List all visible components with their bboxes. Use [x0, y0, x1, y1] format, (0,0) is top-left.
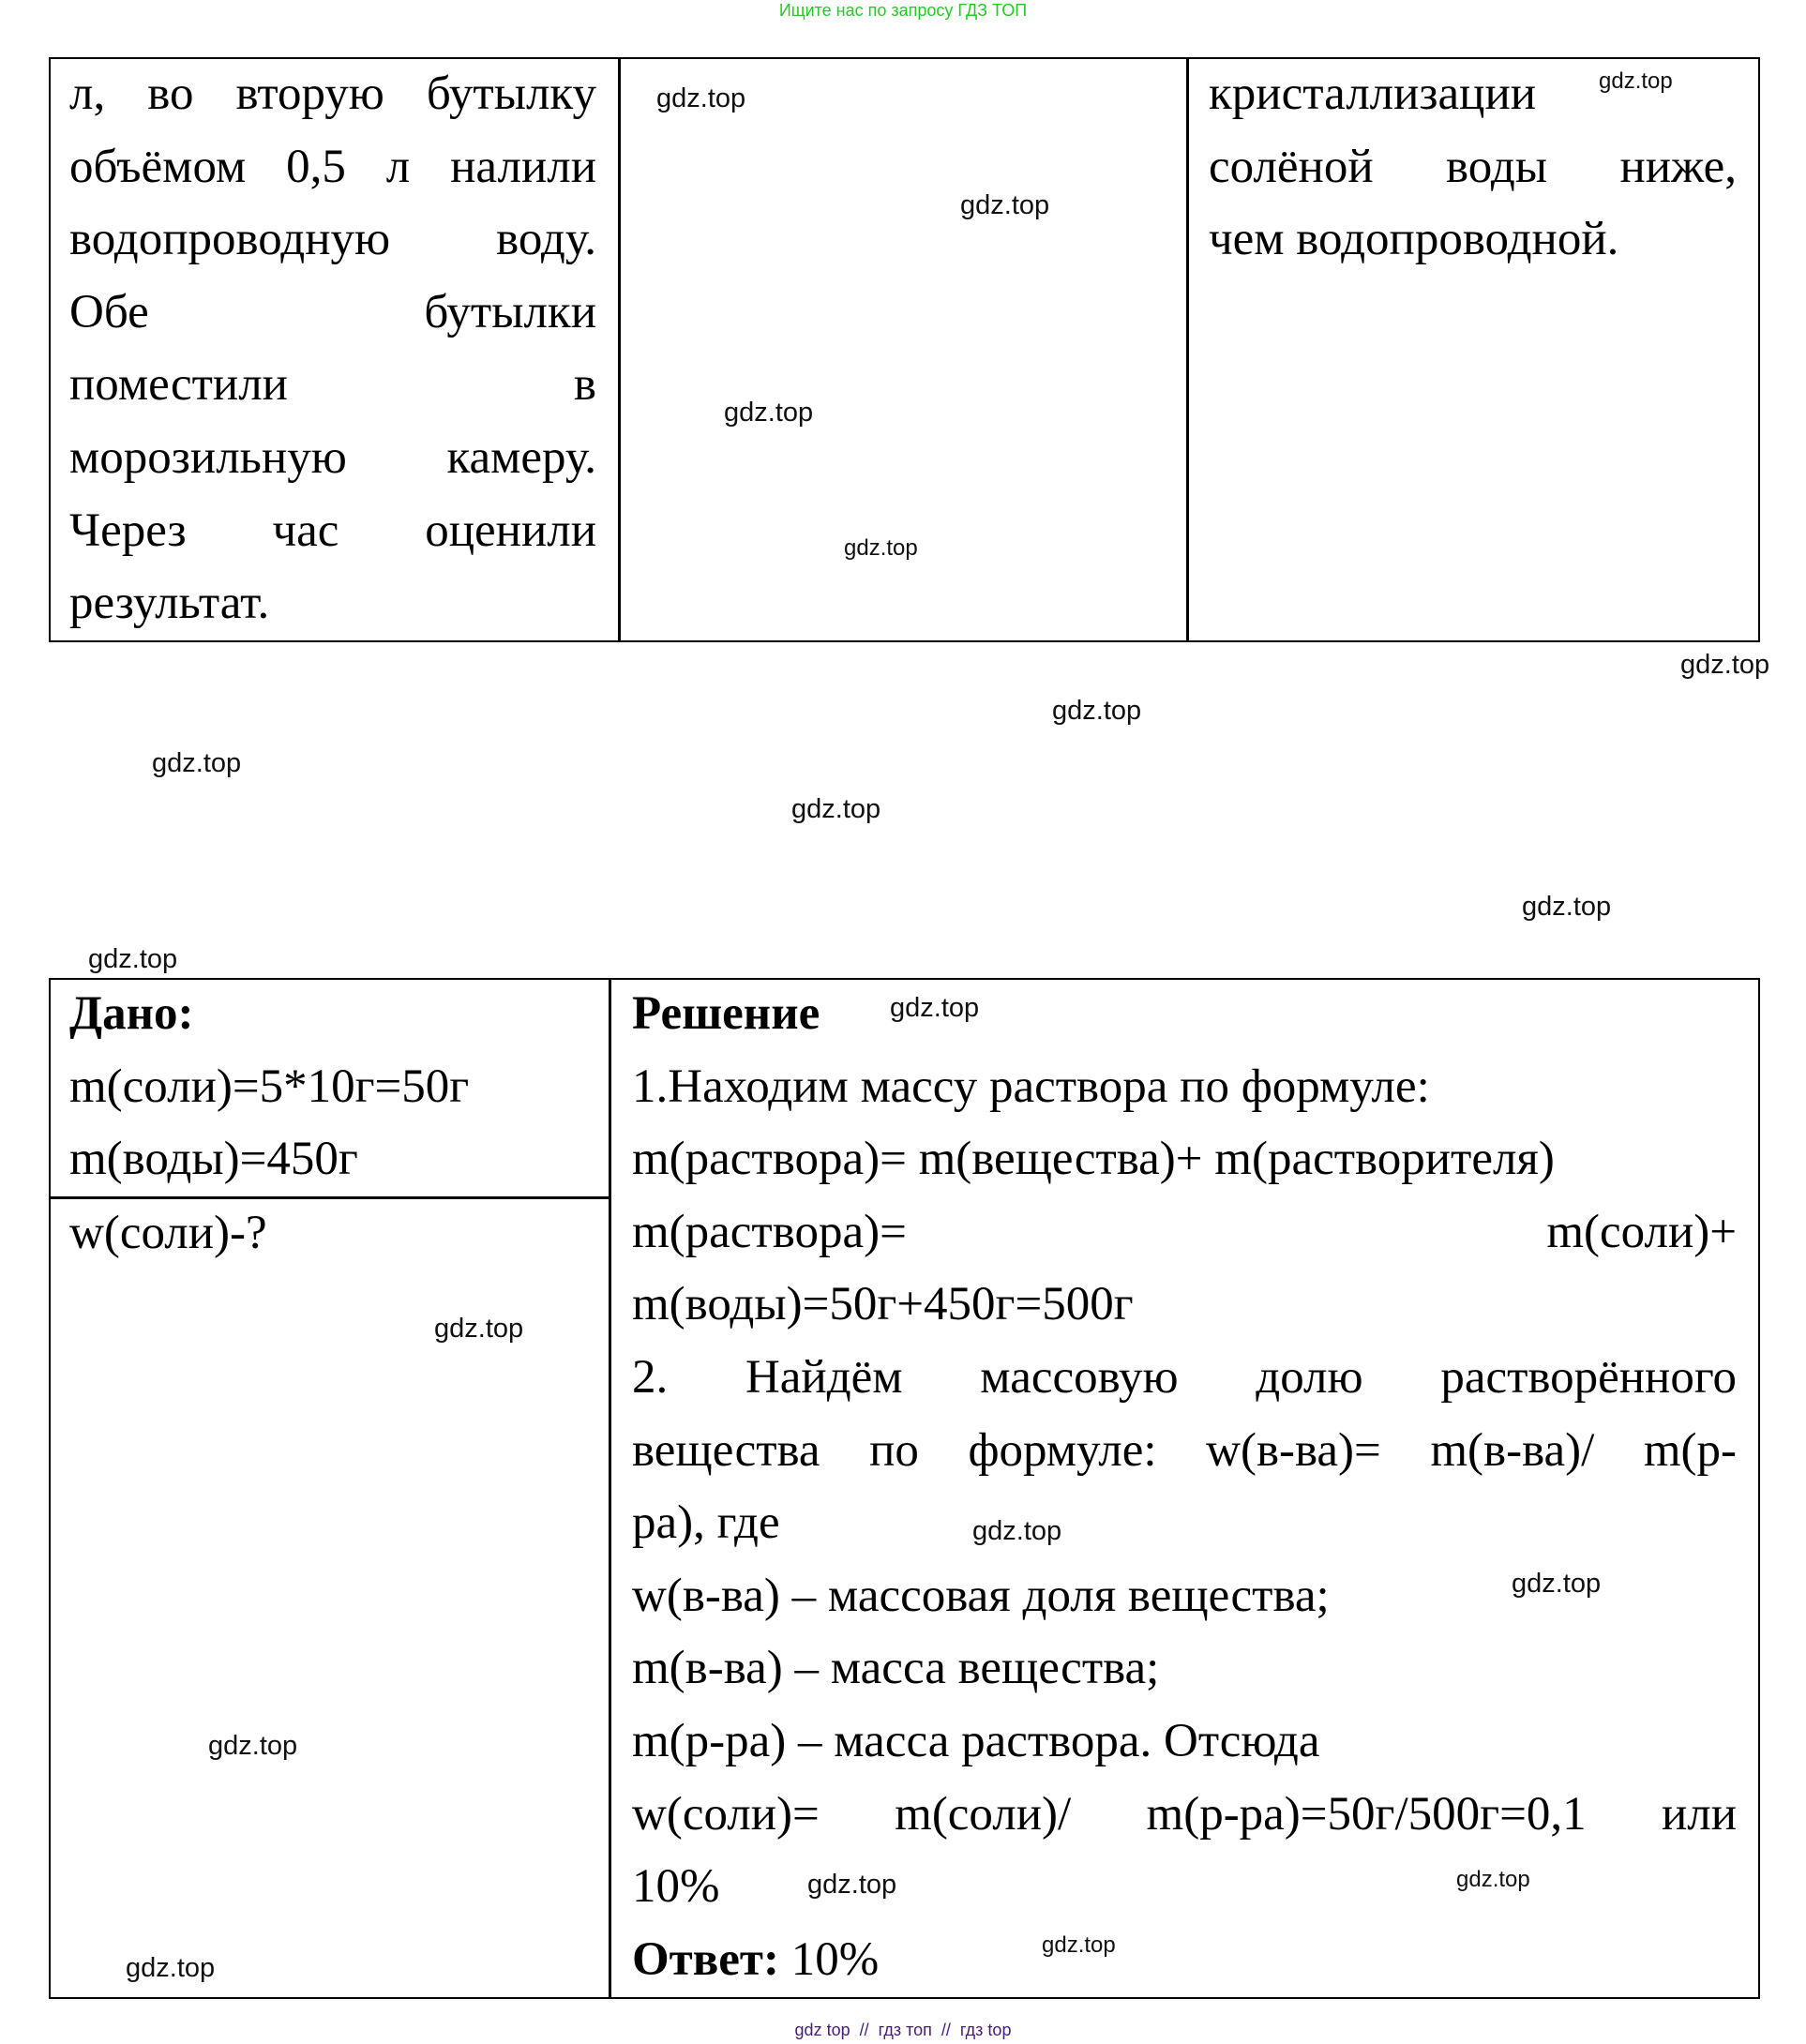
watermark: gdz.top: [791, 794, 881, 824]
text-line: Через час оценили: [69, 503, 596, 557]
find-line: w(соли)-?: [69, 1207, 267, 1259]
given-cell: Дано: m(соли)=5*10г=50г m(воды)=450г: [69, 978, 594, 1196]
given-line: m(соли)=5*10г=50г: [69, 1060, 470, 1113]
text-line: кристаллизации: [1209, 68, 1537, 120]
solution-title: Решение: [632, 978, 1737, 1051]
solution-cell: Решение 1.Находим массу раствора по форм…: [632, 978, 1737, 1996]
solution-line: m(воды)=50г+450г=500г: [632, 1278, 1134, 1331]
text-line: водопроводную воду.: [69, 213, 596, 266]
solution-line: 2. Найдём массовую долю растворённого: [632, 1350, 1737, 1404]
solution-line: 1.Находим массу раствора по формуле:: [632, 1060, 1430, 1113]
watermark: gdz.top: [1456, 1867, 1530, 1892]
given-title-text: Дано:: [69, 987, 194, 1040]
solution-line: 10%: [632, 1860, 720, 1914]
text-line: Обе бутылки: [69, 285, 596, 338]
solution-line: w(соли)= m(соли)/ m(р-ра)=50г/500г=0,1 и…: [632, 1787, 1737, 1841]
watermark: gdz.top: [844, 535, 918, 561]
watermark: gdz.top: [960, 190, 1050, 220]
text-line: поместили в: [69, 358, 596, 412]
solution-line: m(раствора)= m(вещества)+ m(растворителя…: [632, 1133, 1555, 1186]
given-line: m(воды)=450г: [69, 1133, 358, 1186]
top-cell-experiment: л, во вторую бутылку объёмом 0,5 л налил…: [69, 58, 596, 640]
bottom-table: [49, 978, 1760, 1999]
watermark: gdz.top: [152, 748, 242, 778]
text-line: л, во вторую бутылку: [69, 68, 596, 120]
solution-title-text: Решение: [632, 987, 820, 1040]
answer-label: Ответ:: [632, 1932, 779, 1986]
top-table: [49, 57, 1760, 642]
row-divider: [49, 1196, 610, 1199]
solution-line: w(в-ва) – массовая доля вещества;: [632, 1569, 1330, 1622]
watermark: gdz.top: [1522, 892, 1612, 922]
watermark: gdz.top: [1599, 68, 1673, 94]
text-line: солёной воды ниже,: [1209, 140, 1737, 193]
answer-value: 10%: [778, 1932, 880, 1986]
watermark: gdz.top: [724, 398, 814, 428]
given-title: Дано:: [69, 978, 594, 1051]
top-cell-conclusion: кристаллизации солёной воды ниже, чем во…: [1209, 58, 1737, 277]
watermark: gdz.top: [434, 1314, 524, 1344]
solution-line: m(р-ра) – масса раствора. Отсюда: [632, 1714, 1320, 1767]
watermark: gdz.top: [208, 1731, 298, 1761]
header-banner[interactable]: Ищите нас по запросу ГДЗ ТОП: [778, 1, 1028, 20]
footer-links[interactable]: gdz top // гдз топ // гдз top: [794, 2021, 1012, 2039]
watermark: gdz.top: [890, 993, 980, 1023]
text-line: чем водопроводной.: [1209, 213, 1619, 266]
watermark: gdz.top: [88, 944, 178, 974]
solution-line: ра), где: [632, 1496, 780, 1550]
solution-line: m(раствора)= m(соли)+: [632, 1205, 1737, 1258]
text-line: объёмом 0,5 л налили: [69, 140, 596, 193]
solution-line: m(в-ва) – масса вещества;: [632, 1642, 1160, 1695]
watermark: gdz.top: [1052, 696, 1142, 726]
text-line: результат.: [69, 577, 270, 630]
answer-line: Ответ: 10%: [632, 1924, 1737, 1997]
column-divider: [618, 57, 621, 642]
watermark: gdz.top: [656, 83, 746, 113]
text-line: морозильную камеру.: [69, 430, 596, 484]
watermark: gdz.top: [972, 1516, 1062, 1546]
watermark: gdz.top: [1512, 1569, 1602, 1599]
find-cell: w(соли)-?: [69, 1197, 594, 1270]
watermark: gdz.top: [1680, 650, 1770, 680]
solution-line: вещества по формуле: w(в-ва)= m(в-ва)/ m…: [632, 1423, 1737, 1477]
column-divider: [609, 978, 611, 1999]
watermark: gdz.top: [1042, 1932, 1116, 1958]
watermark: gdz.top: [126, 1953, 216, 1983]
column-divider: [1186, 57, 1189, 642]
watermark: gdz.top: [807, 1870, 897, 1900]
